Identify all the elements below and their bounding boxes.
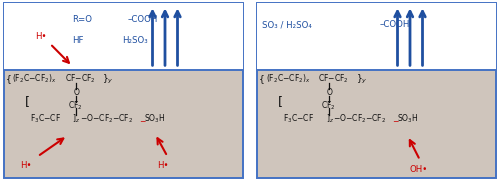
Text: CF$-$CF$_2$: CF$-$CF$_2$ [318,73,349,85]
Text: SO$_3$H: SO$_3$H [397,113,418,125]
Text: OH•: OH• [410,165,428,174]
Text: $\}_y$: $\}_y$ [356,73,367,86]
FancyBboxPatch shape [257,3,496,70]
Text: SO$_3$H: SO$_3$H [144,113,166,125]
Text: H•: H• [35,32,46,41]
Text: $-$: $-$ [139,115,146,124]
Text: –COOH: –COOH [128,15,158,24]
Text: O: O [74,88,80,97]
Text: HF: HF [72,35,84,45]
Text: H•: H• [158,161,169,170]
Text: H•: H• [20,161,32,170]
Text: F$_3$C$-$CF: F$_3$C$-$CF [30,113,61,125]
Text: $\{$: $\{$ [5,73,12,86]
Text: $]_z$: $]_z$ [326,113,334,125]
Text: CF$_2$: CF$_2$ [321,99,336,112]
Text: R=O: R=O [72,15,92,24]
Text: $]_z$: $]_z$ [72,113,80,125]
Text: SO₃ / H₂SO₄: SO₃ / H₂SO₄ [262,20,312,29]
FancyBboxPatch shape [4,3,243,70]
Text: $\}_y$: $\}_y$ [102,73,114,86]
Text: [: [ [278,95,283,108]
Text: CF$-$CF$_2$: CF$-$CF$_2$ [65,73,96,85]
Text: H₂SO₃: H₂SO₃ [122,35,148,45]
FancyBboxPatch shape [257,3,496,178]
Text: $-$O$-$CF$_2$$-$CF$_2$: $-$O$-$CF$_2$$-$CF$_2$ [333,113,386,125]
Text: CF$_2$: CF$_2$ [68,99,82,112]
Text: –COOH: –COOH [380,20,410,29]
Text: $-$O$-$CF$_2$$-$CF$_2$: $-$O$-$CF$_2$$-$CF$_2$ [80,113,134,125]
Text: O: O [327,88,333,97]
Text: (F$_2$C$-$CF$_2)_x$: (F$_2$C$-$CF$_2)_x$ [266,73,310,85]
Text: [: [ [25,95,30,108]
Text: $-$: $-$ [392,115,400,124]
FancyBboxPatch shape [4,3,243,178]
Text: F$_3$C$-$CF: F$_3$C$-$CF [283,113,314,125]
Text: (F$_2$C$-$CF$_2)_x$: (F$_2$C$-$CF$_2)_x$ [12,73,57,85]
Text: $\{$: $\{$ [258,73,264,86]
